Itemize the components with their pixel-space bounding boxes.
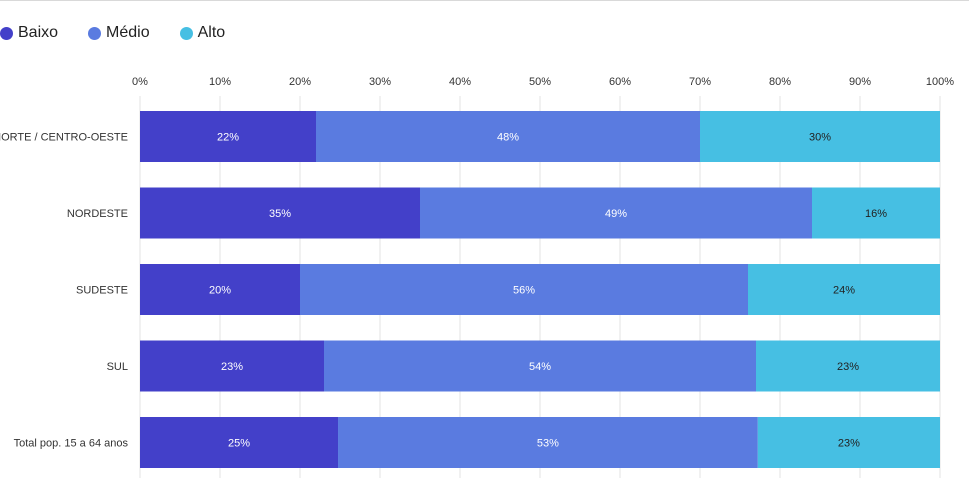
bar-value-label-0-1: 35% — [269, 208, 291, 220]
x-tick-label-1: 10% — [209, 76, 231, 88]
bar-segment-baixo-2 — [140, 264, 300, 315]
bar-value-label-2-4: 23% — [838, 438, 860, 450]
bar-value-label-1-1: 49% — [605, 208, 627, 220]
bar-segment-baixo-1 — [140, 187, 420, 239]
bar-value-label-1-3: 54% — [529, 361, 551, 373]
x-tick-label-8: 80% — [769, 76, 791, 88]
bar-value-label-1-0: 48% — [497, 132, 519, 144]
x-tick-label-4: 40% — [449, 76, 471, 88]
bar-segment-baixo-3 — [140, 340, 324, 392]
legend-item-alto: Alto — [179, 24, 226, 42]
legend-swatch-medio — [88, 26, 102, 40]
bar-segment-mdio-1 — [420, 187, 812, 239]
x-tick-label-10: 100% — [926, 76, 954, 88]
bar-value-label-2-1: 16% — [865, 208, 887, 220]
x-tick-label-9: 90% — [849, 76, 871, 88]
top-divider — [0, 0, 969, 1]
category-label-4: Total pop. 15 a 64 anos — [14, 438, 129, 450]
category-label-0: NORTE / CENTRO-OESTE — [0, 132, 128, 144]
bar-segment-baixo-4 — [140, 417, 339, 468]
x-tick-label-5: 50% — [529, 76, 551, 88]
bar-segment-alto-0 — [700, 111, 940, 162]
bar-value-label-0-0: 22% — [217, 132, 239, 144]
bar-segment-alto-1 — [812, 187, 940, 239]
bar-value-label-1-4: 53% — [537, 438, 559, 450]
bar-segment-mdio-4 — [338, 417, 758, 468]
category-label-2: SUDESTE — [76, 285, 128, 297]
bar-value-label-2-3: 23% — [837, 361, 859, 373]
x-tick-label-6: 60% — [609, 76, 631, 88]
bar-segment-baixo-0 — [140, 111, 316, 162]
bar-segment-mdio-2 — [300, 264, 748, 315]
bar-segment-mdio-3 — [324, 340, 756, 392]
bar-segment-alto-2 — [748, 264, 940, 315]
bar-value-label-1-2: 56% — [513, 285, 535, 297]
bar-value-label-0-2: 20% — [209, 285, 231, 297]
legend: Baixo Médio Alto — [0, 24, 255, 42]
x-tick-label-7: 70% — [689, 76, 711, 88]
bar-value-label-0-4: 25% — [228, 438, 250, 450]
x-tick-label-3: 30% — [369, 76, 391, 88]
category-label-1: NORDESTE — [67, 208, 128, 220]
bar-value-label-2-0: 30% — [809, 132, 831, 144]
category-label-3: SUL — [107, 361, 128, 373]
bar-segment-alto-3 — [756, 340, 940, 392]
x-tick-label-0: 0% — [132, 76, 148, 88]
bar-segment-alto-4 — [757, 417, 940, 468]
legend-swatch-baixo — [0, 26, 13, 40]
legend-label-baixo: Baixo — [18, 24, 59, 41]
legend-item-medio: Médio — [88, 24, 150, 42]
bar-segment-mdio-0 — [316, 111, 700, 162]
legend-label-alto: Alto — [197, 24, 226, 41]
legend-label-medio: Médio — [106, 24, 150, 41]
x-tick-label-2: 20% — [289, 76, 311, 88]
legend-swatch-alto — [179, 26, 193, 40]
legend-item-baixo: Baixo — [0, 24, 58, 42]
bar-value-label-0-3: 23% — [221, 361, 243, 373]
bar-value-label-2-2: 24% — [833, 285, 855, 297]
